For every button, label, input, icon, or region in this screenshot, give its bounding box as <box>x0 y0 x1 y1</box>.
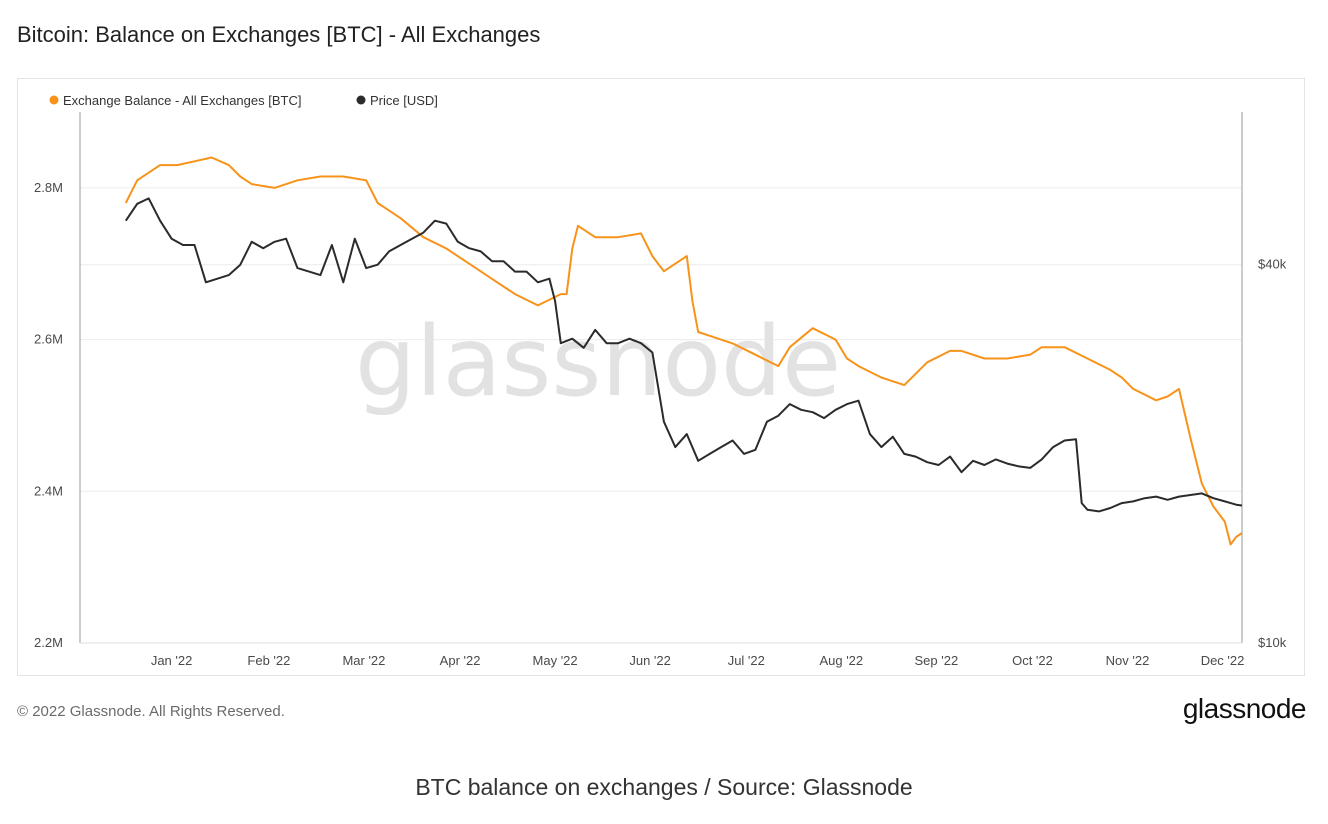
chart-panel: glassnode 2.2M 2.4M 2.6M 2.8M $10k $40k Jan '2… <box>17 78 1305 676</box>
y-left-tick-label: 2.4M <box>34 483 63 498</box>
glassnode-logo[interactable]: glassnode <box>1182 693 1307 724</box>
x-tick-label: Jan '22 <box>151 653 193 668</box>
axes: 2.2M 2.4M 2.6M 2.8M $10k $40k Jan '22 Feb '22 Ma… <box>34 112 1287 668</box>
legend-marker <box>356 95 366 105</box>
y-right-tick-label: $10k <box>1258 635 1287 650</box>
legend-label: Exchange Balance - All Exchanges [BTC] <box>63 93 301 108</box>
x-tick-label: Jul '22 <box>728 653 765 668</box>
series-lines <box>124 156 1243 546</box>
y-left-tick-label: 2.8M <box>34 180 63 195</box>
x-tick-label: Feb '22 <box>247 653 290 668</box>
x-tick-label: Dec '22 <box>1201 653 1245 668</box>
x-tick-label: Mar '22 <box>342 653 385 668</box>
x-tick-label: May '22 <box>533 653 578 668</box>
x-tick-label: Jun '22 <box>629 653 671 668</box>
chart-title: Bitcoin: Balance on Exchanges [BTC] - Al… <box>17 22 541 47</box>
price-series-line <box>124 197 1243 513</box>
legend-item[interactable]: Exchange Balance - All Exchanges [BTC] <box>49 93 302 108</box>
x-tick-label: Aug '22 <box>819 653 863 668</box>
chart-canvas: glassnode 2.2M 2.4M 2.6M 2.8M $10k $40k Jan '2… <box>34 93 1287 668</box>
legend-marker <box>49 95 59 105</box>
y-left-tick-label: 2.6M <box>34 332 63 347</box>
y-left-tick-label: 2.2M <box>34 635 63 650</box>
balance-series-line <box>124 156 1243 546</box>
copyright: © 2022 Glassnode. All Rights Reserved. <box>17 703 285 720</box>
watermark: glassnode <box>355 306 841 418</box>
x-tick-label: Apr '22 <box>440 653 481 668</box>
legend-item[interactable]: Price [USD] <box>356 93 438 108</box>
x-tick-label: Oct '22 <box>1012 653 1053 668</box>
legend: Exchange Balance - All Exchanges [BTC] Pr… <box>49 93 438 108</box>
legend-label: Price [USD] <box>370 93 438 108</box>
x-tick-label: Nov '22 <box>1106 653 1150 668</box>
y-right-tick-label: $40k <box>1258 257 1287 272</box>
image-caption: BTC balance on exchanges / Source: Glass… <box>415 774 913 800</box>
x-tick-label: Sep '22 <box>914 653 958 668</box>
